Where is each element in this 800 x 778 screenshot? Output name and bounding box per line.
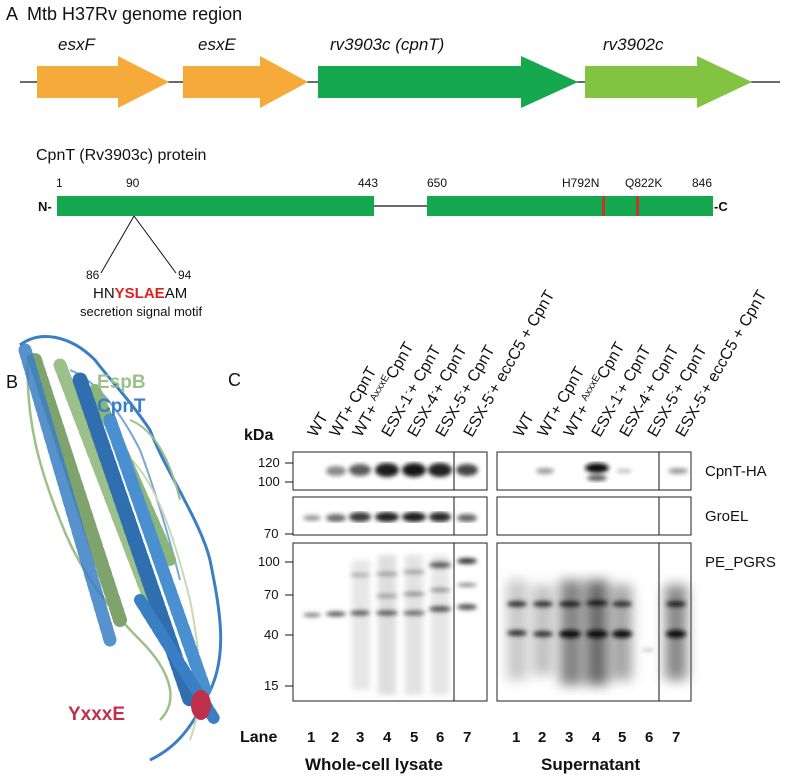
gene-arrow-esxF bbox=[37, 56, 169, 108]
blot-groel: 70 GroEL bbox=[264, 496, 748, 541]
panel-b-letter: B bbox=[6, 372, 18, 392]
position-443: 443 bbox=[358, 176, 378, 190]
gene-arrow-esxE bbox=[183, 56, 308, 108]
panel-c: C kDa WT WT+ CpnT WT+ AxxxECpnT ESX-1-+ … bbox=[228, 287, 776, 774]
helix-cpnt-1 bbox=[18, 343, 117, 647]
panel-a-letter: A bbox=[6, 4, 18, 24]
position-846: 846 bbox=[692, 176, 712, 190]
helix-espb-1 bbox=[28, 353, 127, 627]
position-90: 90 bbox=[126, 176, 140, 190]
marker-100-blot1: 100 bbox=[258, 474, 280, 489]
motif-end-position: 94 bbox=[178, 268, 192, 282]
blot-pe-pgrs: 100 70 40 15 PE_PGRS bbox=[258, 542, 776, 702]
blot2-right-frame bbox=[496, 496, 692, 536]
lane-number-right-4: 4 bbox=[592, 729, 601, 746]
yxxxe-motif-highlight bbox=[191, 690, 211, 720]
blot-label-groel: GroEL bbox=[705, 508, 748, 525]
gene-arrow-cpnT bbox=[318, 56, 578, 108]
mutation-marker-q822k bbox=[636, 196, 639, 216]
lane-number-left-7: 7 bbox=[463, 729, 471, 746]
motif-seq-prefix: HN bbox=[93, 285, 115, 302]
marker-15: 15 bbox=[264, 678, 278, 693]
blot3-right-bands bbox=[507, 580, 687, 685]
motif-zoom-line-right bbox=[133, 215, 177, 274]
panel-a: A Mtb H37Rv genome region esxF esxE rv39… bbox=[6, 4, 780, 319]
lane-number-left-6: 6 bbox=[436, 729, 444, 746]
lane-label-right-1: WT bbox=[511, 410, 538, 440]
backbone-loop-5 bbox=[129, 419, 181, 501]
lane-label-left-1: WT bbox=[305, 410, 332, 440]
protein-domain-n bbox=[57, 196, 374, 216]
gene-label-rv3902c: rv3902c bbox=[603, 35, 664, 54]
motif-seq-core: YSLAE bbox=[115, 285, 165, 302]
group-label-supernatant: Supernatant bbox=[541, 755, 641, 774]
legend-espb: EspB bbox=[97, 372, 146, 393]
legend-cpnt: CpnT bbox=[97, 396, 146, 417]
n-terminus-label: N- bbox=[38, 199, 52, 214]
mutation-label-q822k: Q822K bbox=[625, 176, 662, 190]
motif-zoom-line-left bbox=[100, 215, 135, 274]
marker-40: 40 bbox=[264, 627, 278, 642]
lane-number-right-2: 2 bbox=[538, 729, 546, 746]
blot-label-cpnt-ha: CpnT-HA bbox=[705, 463, 767, 480]
gene-label-esxF: esxF bbox=[58, 35, 96, 54]
panel-b: B EspB CpnT YxxxE bbox=[6, 335, 223, 762]
genome-region-title: Mtb H37Rv genome region bbox=[27, 4, 242, 24]
marker-70-blot2: 70 bbox=[264, 526, 278, 541]
blot-label-pe-pgrs: PE_PGRS bbox=[705, 554, 776, 571]
mutation-marker-h792n bbox=[602, 196, 605, 216]
lane-number-right-7: 7 bbox=[672, 729, 680, 746]
mutation-label-h792n: H792N bbox=[562, 176, 599, 190]
motif-start-position: 86 bbox=[86, 268, 100, 282]
gene-arrow-rv3902c bbox=[585, 56, 752, 108]
c-terminus-label: -C bbox=[714, 199, 728, 214]
protein-domain-c bbox=[427, 196, 713, 216]
kda-label: kDa bbox=[244, 427, 273, 444]
lane-numbers-left: 1 2 3 4 5 6 7 bbox=[307, 729, 471, 746]
lane-number-right-5: 5 bbox=[618, 729, 626, 746]
lane-number-left-1: 1 bbox=[307, 729, 315, 746]
group-label-whole-cell-lysate: Whole-cell lysate bbox=[305, 755, 443, 774]
gene-label-esxE: esxE bbox=[198, 35, 236, 54]
lane-number-left-5: 5 bbox=[410, 729, 418, 746]
blot1-bands bbox=[326, 463, 688, 481]
lane-number-left-3: 3 bbox=[356, 729, 364, 746]
motif-seq-suffix: AM bbox=[165, 285, 188, 302]
gene-label-cpnT: rv3903c (cpnT) bbox=[330, 35, 444, 54]
lane-number-right-3: 3 bbox=[565, 729, 573, 746]
marker-120: 120 bbox=[258, 455, 280, 470]
position-650: 650 bbox=[427, 176, 447, 190]
protein-structure-render bbox=[18, 335, 223, 762]
lane-numbers-right: 1 2 3 4 5 6 7 bbox=[512, 729, 680, 746]
blot3-left-bands bbox=[303, 555, 477, 695]
lane-label: Lane bbox=[240, 729, 277, 746]
lane-number-left-4: 4 bbox=[383, 729, 392, 746]
blot2-bands bbox=[303, 512, 477, 522]
helix-cpnt-3 bbox=[103, 413, 212, 697]
yxxxe-label: YxxxE bbox=[68, 704, 125, 725]
motif-sequence: HNYSLAEAM bbox=[93, 285, 187, 302]
position-1: 1 bbox=[56, 176, 63, 190]
protein-title: CpnT (Rv3903c) protein bbox=[36, 147, 206, 164]
lane-number-right-6: 6 bbox=[645, 729, 653, 746]
lane-number-left-2: 2 bbox=[331, 729, 339, 746]
marker-70-blot3: 70 bbox=[264, 587, 278, 602]
marker-100-blot3: 100 bbox=[258, 554, 280, 569]
panel-c-letter: C bbox=[228, 370, 241, 390]
motif-caption: secretion signal motif bbox=[80, 304, 202, 319]
blot-cpnt-ha: 120 100 CpnT-HA bbox=[258, 451, 767, 491]
lane-number-right-1: 1 bbox=[512, 729, 520, 746]
